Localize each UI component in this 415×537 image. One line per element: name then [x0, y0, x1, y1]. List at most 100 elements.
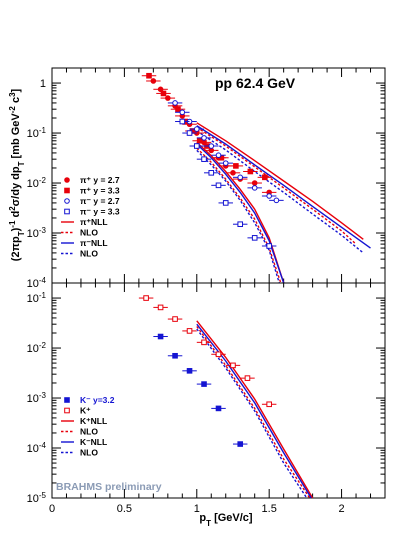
bottom-y-tick-label: 10-4 — [27, 441, 47, 456]
bottom-data-point — [172, 316, 178, 322]
bottom-data-point — [215, 405, 222, 412]
top-legend-label: NLO — [80, 249, 98, 259]
bottom-data-point — [157, 333, 164, 340]
x-tick-label: 0 — [49, 503, 55, 515]
bottom-data-point — [143, 295, 149, 301]
bottom-legend-label: K⁺ — [80, 406, 91, 416]
bottom-legend-marker — [64, 397, 70, 403]
top-data-point — [193, 143, 200, 149]
top-y-tick-label: 10-2 — [27, 176, 47, 191]
top-panel-title: pp 62.4 GeV — [215, 75, 296, 91]
y-axis-title: (2πpT)-1 d2σ/dy dpT [mb GeV-2 c3] — [8, 88, 26, 261]
top-data-point — [179, 109, 186, 116]
bottom-data-point — [201, 339, 207, 346]
top-data-point — [186, 130, 193, 136]
top-data-point — [201, 135, 207, 141]
bottom-data-point — [186, 328, 193, 334]
top-data-point — [193, 126, 200, 132]
bottom-y-tick-label: 10-5 — [27, 491, 47, 506]
bottom-legend-label: NLO — [80, 448, 98, 458]
top-data-point — [160, 90, 167, 97]
bottom-theory-curve — [196, 320, 314, 499]
x-tick-label: 1 — [194, 503, 200, 515]
top-data-point — [146, 72, 152, 79]
bottom-data-point — [244, 375, 251, 381]
top-legend-label: NLO — [80, 228, 98, 238]
top-data-point — [251, 180, 258, 186]
top-data-point — [165, 95, 171, 101]
top-data-point — [237, 174, 244, 181]
top-theory-curve — [196, 141, 285, 284]
top-data-point — [196, 137, 203, 144]
bottom-x-axis: 0 0.5 1 1.5 2 — [49, 283, 386, 515]
top-data-point — [247, 168, 254, 175]
top-data-point — [230, 170, 236, 176]
top-legend-label: π⁺NLL — [80, 217, 108, 227]
top-data-point — [201, 156, 207, 162]
top-data-point — [208, 143, 215, 149]
top-data-point — [208, 170, 215, 176]
bottom-legend-label: K⁻NLL — [80, 437, 107, 447]
top-y-tick-label: 10-3 — [27, 226, 47, 241]
top-data-point — [262, 174, 268, 181]
top-data-point — [215, 182, 222, 189]
bottom-legend-label: K⁺NLL — [80, 416, 107, 426]
bottom-y-tick-label: 10-2 — [27, 341, 47, 356]
top-legend-marker — [64, 198, 70, 204]
top-theory-curve — [196, 125, 371, 249]
bottom-legend-marker — [64, 407, 70, 414]
top-data-point — [266, 193, 272, 199]
top-data-point — [251, 235, 258, 241]
x-tick-label: 1.5 — [262, 503, 277, 515]
top-legend-label: π⁺ y = 2.7 — [80, 175, 120, 185]
bottom-data-point — [237, 441, 244, 447]
top-legend-marker — [64, 177, 70, 183]
bottom-legend-label: K⁻ y=3.2 — [80, 395, 115, 405]
top-legend-label: π⁻NLL — [80, 238, 108, 248]
bottom-y-tick-label: 10-1 — [27, 291, 47, 306]
bottom-data-point — [186, 368, 193, 374]
top-data-point — [172, 100, 178, 106]
top-data-point — [266, 243, 272, 249]
top-data-points — [141, 72, 284, 249]
bottom-theory-curve — [196, 323, 312, 499]
top-legend: π⁺ y = 2.7π⁺ y = 3.3π⁻ y = 2.7π⁻ y = 3.3… — [61, 175, 120, 259]
bottom-data-points — [138, 295, 277, 447]
top-theory-curve — [196, 147, 282, 284]
bottom-legend-label: NLO — [80, 427, 98, 437]
x-tick-label: 2 — [339, 503, 345, 515]
top-y-tick-label: 1 — [40, 78, 46, 90]
top-x-axis — [51, 68, 386, 283]
top-data-point — [150, 78, 157, 84]
bottom-panel: 10-510-410-310-210-1 0 0.5 1 1.5 2 K⁻ y=3.2K… — [27, 282, 386, 515]
bottom-data-point — [201, 381, 207, 387]
top-panel: 10-4 10-3 10-2 10-1 1 pp 62.4 GeV π⁺ y = 2.7… — [27, 67, 386, 290]
x-tick-label: 0.5 — [117, 503, 132, 515]
x-axis-title: pT [GeV/c] — [199, 512, 253, 528]
top-data-point — [175, 106, 181, 112]
bottom-data-point — [215, 351, 222, 358]
bottom-y-axis: 10-5 10-4 10-3 10-2 10-1 — [27, 282, 385, 506]
top-data-point — [233, 163, 239, 169]
top-data-point — [237, 221, 244, 228]
top-data-point — [215, 152, 222, 159]
top-legend-label: π⁺ y = 3.3 — [80, 186, 120, 196]
top-legend-marker — [64, 187, 70, 194]
top-data-point — [251, 185, 258, 191]
bottom-data-point — [266, 401, 272, 408]
bottom-panel-frame — [51, 282, 386, 499]
top-legend-label: π⁻ y = 3.3 — [80, 207, 120, 217]
top-legend-marker — [64, 208, 70, 215]
watermark: BRAHMS preliminary — [56, 481, 162, 493]
top-y-tick-label: 10-1 — [27, 126, 47, 141]
top-theory-curve — [196, 122, 364, 240]
top-data-point — [273, 197, 280, 204]
top-data-point — [222, 200, 229, 206]
top-data-point — [179, 118, 186, 125]
top-y-axis: 10-4 10-3 10-2 10-1 1 — [27, 67, 385, 290]
bottom-data-point — [157, 304, 164, 311]
top-data-point — [222, 160, 229, 166]
bottom-data-point — [172, 352, 178, 359]
